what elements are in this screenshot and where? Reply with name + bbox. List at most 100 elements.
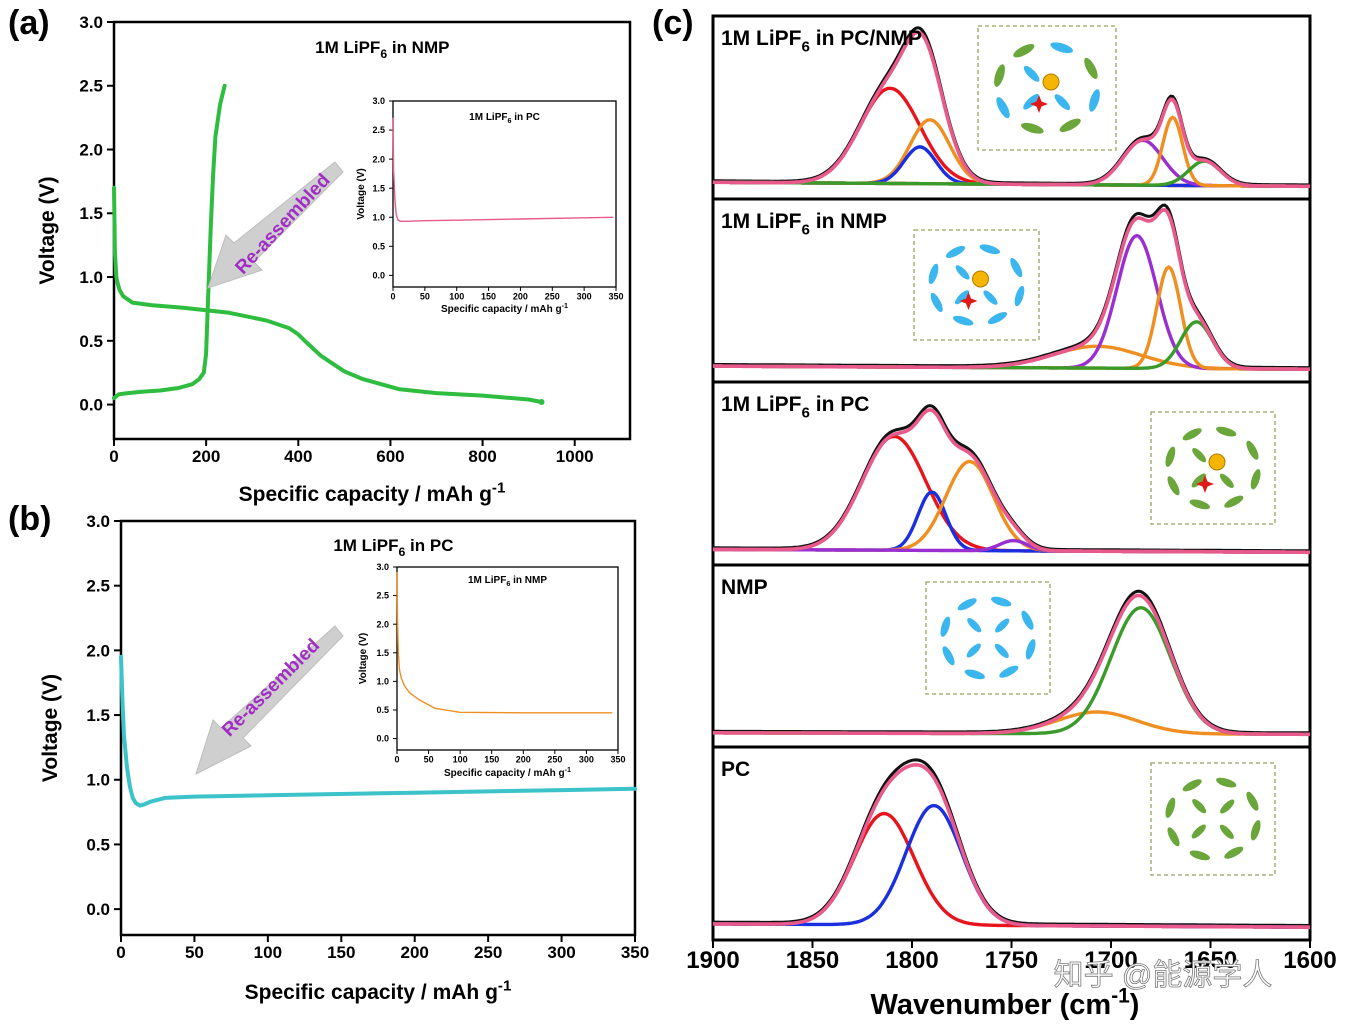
label-text: Specific capacity / mAh g bbox=[444, 768, 565, 779]
chart-title: 1M LiPF6 in PC bbox=[469, 112, 540, 125]
label-text: in NMP bbox=[510, 575, 547, 586]
label-superscript: -1 bbox=[492, 480, 505, 497]
lithium-ion bbox=[1209, 454, 1225, 470]
y-tick-label: 2.5 bbox=[372, 125, 385, 135]
panel-a: 020040060080010000.00.51.01.52.02.53.01M… bbox=[36, 13, 630, 506]
x-tick-label: 300 bbox=[547, 943, 575, 962]
y-tick-label: 2.0 bbox=[376, 619, 389, 629]
arrow-label: Re-assembled bbox=[218, 635, 324, 741]
subplot-label: 1M LiPF6 in NMP bbox=[721, 210, 887, 238]
subplot-label: 1M LiPF6 in PC/NMP bbox=[721, 27, 922, 55]
y-tick-label: 0.0 bbox=[376, 734, 389, 744]
plot-frame bbox=[114, 22, 630, 439]
label-text: in PC/NMP bbox=[810, 27, 922, 50]
y-tick-label: 0.5 bbox=[86, 835, 110, 854]
x-tick-label: 350 bbox=[610, 755, 625, 765]
solvation-structure-nmp bbox=[926, 582, 1050, 694]
lithium-ion bbox=[973, 271, 989, 287]
x-tick-label: 1000 bbox=[556, 447, 594, 466]
y-axis-label: Voltage (V) bbox=[358, 633, 369, 684]
label-text: 1M LiPF bbox=[721, 210, 802, 233]
y-tick-label: 3.0 bbox=[376, 562, 389, 572]
y-tick-label: 1.5 bbox=[86, 706, 110, 725]
label-text: Specific capacity / mAh g bbox=[441, 304, 562, 315]
inset-b: 0501001502002503003500.00.51.01.52.02.53… bbox=[358, 562, 626, 779]
chart-title: 1M LiPF6 in NMP bbox=[315, 38, 449, 61]
panel-c: 1900185018001750170016501600Wavenumber (… bbox=[686, 16, 1336, 1021]
panel-label-b: (b) bbox=[8, 500, 51, 538]
figure: (a)020040060080010000.00.51.01.52.02.53.… bbox=[0, 0, 1347, 1029]
panel-label-a: (a) bbox=[8, 4, 50, 42]
reassembled-arrow-a: Re-assembled bbox=[208, 162, 343, 288]
x-tick-label: 100 bbox=[453, 755, 468, 765]
label-text: Specific capacity / mAh g bbox=[239, 483, 492, 506]
x-tick-label: 1750 bbox=[985, 947, 1038, 974]
y-tick-label: 0.0 bbox=[79, 396, 103, 415]
x-tick-label: 350 bbox=[621, 943, 649, 962]
molecule-frame bbox=[1151, 763, 1275, 875]
x-tick-label: 1850 bbox=[786, 947, 839, 974]
y-tick-label: 2.5 bbox=[86, 577, 110, 596]
y-tick-label: 0.5 bbox=[376, 705, 389, 715]
reassembled-arrow-b: Re-assembled bbox=[196, 626, 343, 774]
x-tick-label: 50 bbox=[185, 943, 204, 962]
x-tick-label: 350 bbox=[608, 292, 623, 302]
x-axis-label: Specific capacity / mAh g-1 bbox=[441, 301, 568, 315]
chart-title: 1M LiPF6 in PC bbox=[333, 536, 453, 559]
x-tick-label: 0 bbox=[109, 447, 118, 466]
x-tick-label: 1900 bbox=[686, 947, 739, 974]
x-axis-label: Specific capacity / mAh g-1 bbox=[245, 978, 512, 1004]
subplot-label: NMP bbox=[721, 576, 768, 599]
label-superscript: -1 bbox=[498, 978, 511, 995]
x-tick-label: 200 bbox=[516, 755, 531, 765]
solvation-structure-nmp-salt bbox=[914, 230, 1039, 340]
y-tick-label: 1.0 bbox=[86, 771, 110, 790]
series-line-NMP bbox=[397, 573, 612, 713]
x-tick-label: 0 bbox=[394, 755, 399, 765]
y-axis-label: Voltage (V) bbox=[356, 168, 367, 219]
label-text: ) bbox=[1130, 989, 1140, 1021]
y-tick-label: 3.0 bbox=[372, 96, 385, 106]
label-text: 1M LiPF bbox=[315, 38, 380, 57]
x-tick-label: 100 bbox=[254, 943, 282, 962]
label-subscript: 6 bbox=[802, 404, 810, 421]
y-tick-label: 1.5 bbox=[372, 183, 385, 193]
label-text: Wavenumber (cm bbox=[871, 989, 1112, 1021]
label-subscript: 6 bbox=[802, 38, 810, 55]
x-tick-label: 250 bbox=[547, 755, 562, 765]
x-tick-label: 800 bbox=[468, 447, 496, 466]
label-text: in PC bbox=[512, 112, 540, 123]
y-tick-label: 1.5 bbox=[376, 648, 389, 658]
label-text: PC bbox=[721, 758, 750, 781]
x-tick-label: 50 bbox=[424, 755, 434, 765]
x-tick-label: 300 bbox=[577, 292, 592, 302]
solvation-structure-pc-salt bbox=[1151, 412, 1275, 524]
y-axis-label: Voltage (V) bbox=[36, 176, 59, 284]
label-text: in NMP bbox=[387, 38, 449, 57]
plot-frame bbox=[121, 521, 635, 935]
lithium-ion bbox=[1043, 74, 1059, 90]
y-tick-label: 0.5 bbox=[79, 332, 103, 351]
y-tick-label: 2.0 bbox=[86, 641, 110, 660]
label-superscript: -1 bbox=[562, 301, 568, 310]
x-tick-label: 0 bbox=[390, 292, 395, 302]
y-tick-label: 2.5 bbox=[376, 591, 389, 601]
x-axis-label: Specific capacity / mAh g-1 bbox=[239, 480, 506, 506]
x-tick-label: 200 bbox=[513, 292, 528, 302]
x-tick-label: 300 bbox=[579, 755, 594, 765]
x-tick-label: 200 bbox=[192, 447, 220, 466]
x-axis-label: Specific capacity / mAh g-1 bbox=[444, 765, 571, 779]
chart-title: 1M LiPF6 in NMP bbox=[468, 575, 547, 588]
solvation-structure-pc bbox=[1151, 763, 1275, 875]
label-text: in PC bbox=[810, 393, 870, 416]
x-tick-label: 1600 bbox=[1283, 947, 1336, 974]
y-tick-label: 1.0 bbox=[376, 677, 389, 687]
label-text: 1M LiPF bbox=[469, 112, 507, 123]
label-text: 1M LiPF bbox=[333, 536, 398, 555]
y-tick-label: 2.0 bbox=[372, 154, 385, 164]
plot-frame bbox=[393, 101, 616, 287]
y-tick-label: 1.5 bbox=[79, 204, 103, 223]
x-tick-label: 1800 bbox=[885, 947, 938, 974]
inset-a: 0501001502002503003500.00.51.01.52.02.53… bbox=[356, 96, 624, 315]
molecule-frame bbox=[926, 582, 1050, 694]
